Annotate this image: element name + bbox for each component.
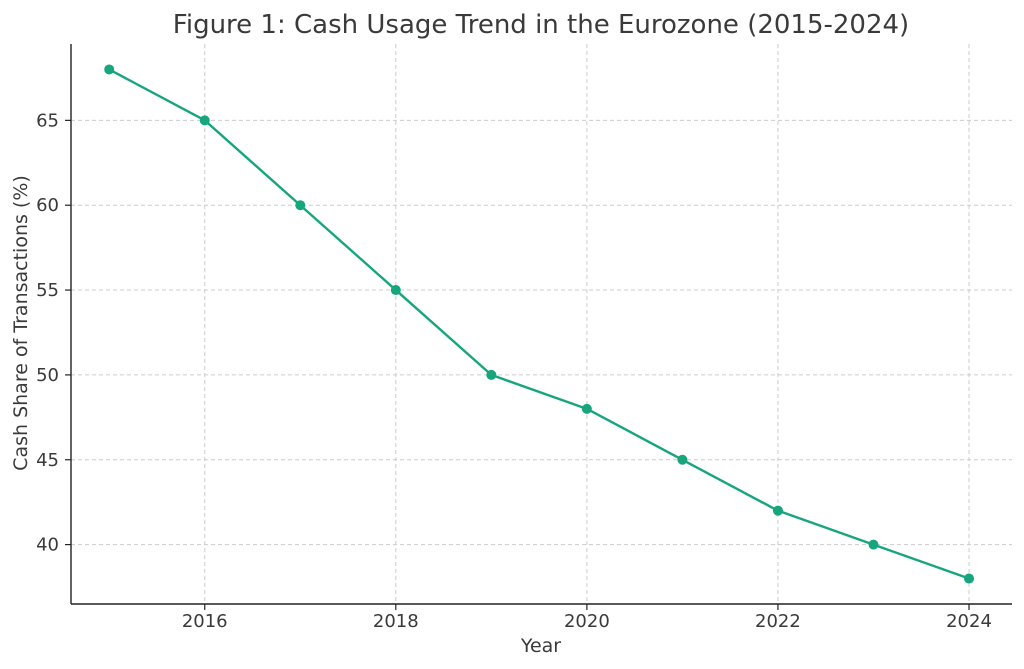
series-line xyxy=(108,68,971,580)
y-tick-label: 55 xyxy=(36,280,59,301)
y-tick-label: 50 xyxy=(36,365,59,386)
data-point xyxy=(104,64,115,75)
tick-labels: 2016 2018 2020 2022 2024 40 45 50 55 60 65 xyxy=(36,110,992,632)
data-point xyxy=(295,200,306,211)
x-axis-label: Year xyxy=(520,635,561,657)
x-tick-label: 2018 xyxy=(373,611,419,632)
axes xyxy=(65,44,1012,610)
x-tick-label: 2020 xyxy=(564,611,610,632)
y-tick-label: 40 xyxy=(36,535,59,556)
data-point xyxy=(390,285,401,296)
data-point xyxy=(581,403,592,414)
data-point xyxy=(677,454,688,465)
grid-lines xyxy=(71,44,1012,604)
data-point xyxy=(964,573,975,584)
data-series xyxy=(104,64,975,584)
y-axis-label: Cash Share of Transactions (%) xyxy=(10,175,32,471)
data-point xyxy=(772,505,783,516)
x-tick-label: 2016 xyxy=(182,611,228,632)
data-point xyxy=(868,539,879,550)
y-tick-label: 45 xyxy=(36,450,59,471)
data-point xyxy=(486,369,497,380)
x-tick-label: 2022 xyxy=(755,611,801,632)
chart-title: Figure 1: Cash Usage Trend in the Eurozo… xyxy=(173,10,909,40)
y-tick-label: 65 xyxy=(36,110,59,131)
y-tick-label: 60 xyxy=(36,195,59,216)
data-point xyxy=(199,115,210,126)
x-tick-label: 2024 xyxy=(946,611,992,632)
